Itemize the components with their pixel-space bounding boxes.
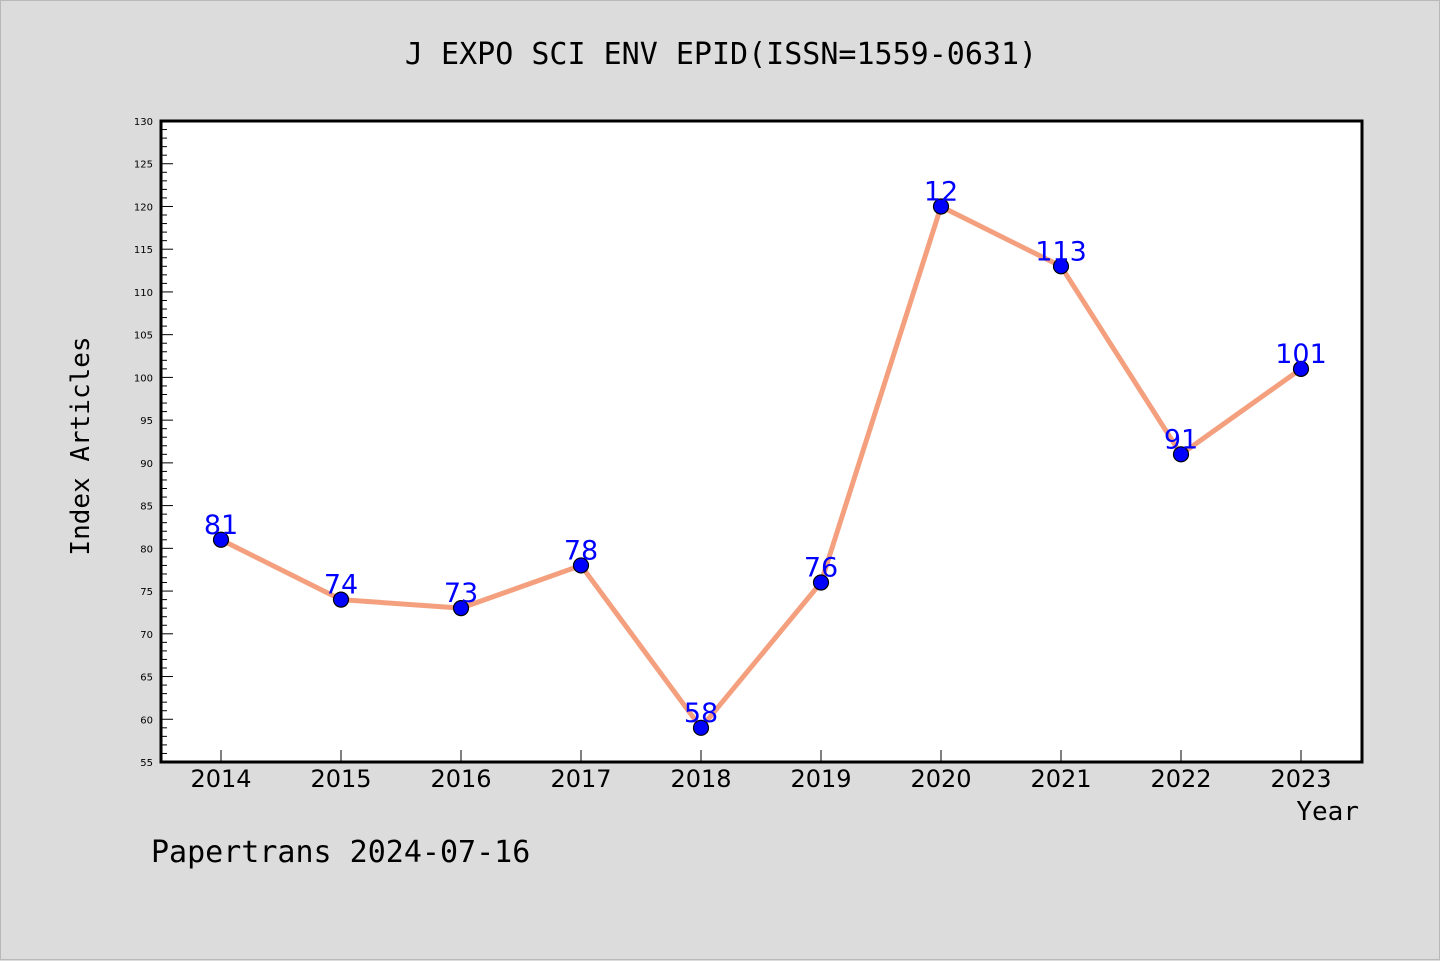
x-axis-label: Year (1296, 797, 1359, 827)
data-point (812, 574, 830, 591)
data-label: 101 (1275, 339, 1327, 370)
x-tick-label: 2022 (1150, 765, 1211, 793)
x-tick-label: 2018 (670, 765, 731, 793)
data-point (1292, 360, 1310, 377)
y-tick-label: 80 (140, 544, 153, 555)
y-axis-label: Index Articles (66, 336, 96, 556)
y-tick-label: 110 (134, 288, 153, 299)
data-point (572, 557, 590, 574)
data-label: 73 (444, 578, 478, 609)
x-tick-label: 2017 (550, 765, 611, 793)
x-tick-label: 2016 (430, 765, 491, 793)
y-tick-label: 55 (140, 758, 153, 769)
series-line (218, 203, 1304, 731)
data-point (692, 719, 710, 736)
y-tick-label: 70 (140, 630, 153, 641)
x-tick-label: 2015 (310, 765, 371, 793)
y-tick-label: 100 (134, 373, 153, 384)
data-label: 58 (684, 698, 718, 729)
plot-border (159, 119, 1364, 764)
y-tick-label: 125 (134, 160, 153, 171)
y-tick-label: 95 (140, 416, 153, 427)
data-point (932, 198, 950, 215)
data-label: 113 (1035, 236, 1087, 267)
data-point (212, 531, 230, 548)
data-point (332, 591, 350, 608)
data-label: 12 (924, 176, 958, 207)
data-label: 81 (204, 510, 238, 541)
y-tick-label: 115 (134, 245, 153, 256)
data-point (452, 600, 470, 617)
x-tick-label: 2021 (1030, 765, 1091, 793)
x-tick-label: 2023 (1270, 765, 1331, 793)
x-tick-label: 2019 (790, 765, 851, 793)
data-label: 76 (804, 553, 838, 584)
data-label: 74 (324, 570, 358, 601)
y-tick-label: 120 (134, 202, 153, 213)
y-tick-label: 130 (134, 117, 153, 128)
data-point (1172, 446, 1190, 463)
y-tick-label: 75 (140, 587, 153, 598)
x-tick-label: 2014 (190, 765, 251, 793)
data-label: 91 (1164, 424, 1198, 455)
chart-title: J EXPO SCI ENV EPID(ISSN=1559-0631) (404, 37, 1038, 72)
y-tick-label: 90 (140, 459, 153, 470)
y-tick-label: 85 (140, 502, 153, 513)
y-tick-label: 60 (140, 715, 153, 726)
y-tick-label: 65 (140, 673, 153, 684)
data-point (1052, 258, 1070, 275)
y-tick-label: 105 (134, 331, 153, 342)
footer-credit: Papertrans 2024-07-16 (151, 835, 531, 870)
data-label: 78 (564, 535, 598, 566)
x-tick-label: 2020 (910, 765, 971, 793)
